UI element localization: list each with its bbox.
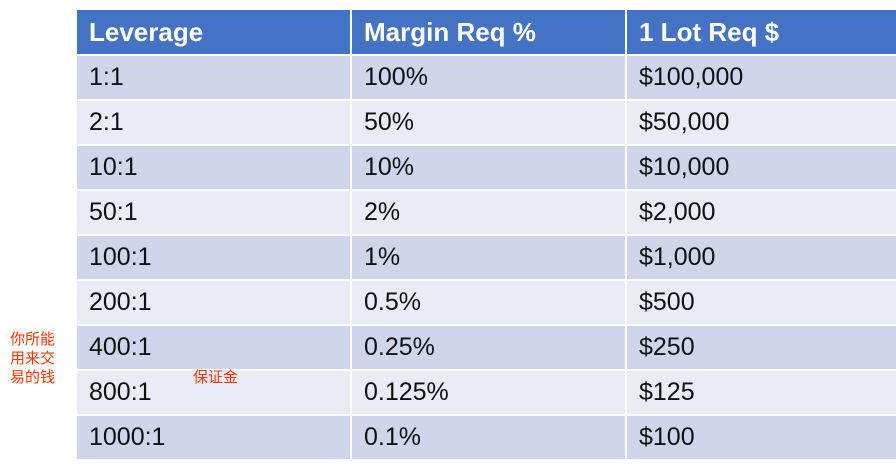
- table-row: 1:1 100% $100,000: [77, 56, 896, 99]
- cell-margin-req: 0.1%: [352, 416, 625, 459]
- table-row: 200:1 0.5% $500: [77, 281, 896, 324]
- cell-margin-req: 2%: [352, 191, 625, 234]
- cell-lot-req: $50,000: [627, 101, 896, 144]
- table-body: 1:1 100% $100,000 2:1 50% $50,000 10:1 10% $10,0…: [77, 56, 896, 459]
- cell-margin-req: 0.125%: [352, 371, 625, 414]
- annotation-line: 用来交: [10, 349, 56, 367]
- cell-lot-req: $500: [627, 281, 896, 324]
- cell-lot-req: $250: [627, 326, 896, 369]
- table-row: 800:1 0.125% $125: [77, 371, 896, 414]
- cell-margin-req: 10%: [352, 146, 625, 189]
- annotation-line: 你所能: [10, 330, 56, 348]
- table-row: 2:1 50% $50,000: [77, 101, 896, 144]
- cell-lot-req: $1,000: [627, 236, 896, 279]
- table-row: 400:1 0.25% $250: [77, 326, 896, 369]
- table-row: 1000:1 0.1% $100: [77, 416, 896, 459]
- cell-margin-req: 0.5%: [352, 281, 625, 324]
- cell-leverage: 1:1: [77, 56, 350, 99]
- leverage-margin-table: Leverage Margin Req % 1 Lot Req $ 1:1 100…: [75, 8, 896, 461]
- cell-leverage: 1000:1: [77, 416, 350, 459]
- cell-lot-req: $100,000: [627, 56, 896, 99]
- table-row: 100:1 1% $1,000: [77, 236, 896, 279]
- cell-margin-req: 1%: [352, 236, 625, 279]
- cell-leverage: 800:1: [77, 371, 350, 414]
- table-row: 10:1 10% $10,000: [77, 146, 896, 189]
- table-header-row: Leverage Margin Req % 1 Lot Req $: [77, 10, 896, 54]
- cell-lot-req: $125: [627, 371, 896, 414]
- cell-leverage: 10:1: [77, 146, 350, 189]
- annotation-margin: 保证金: [193, 368, 239, 386]
- annotation-line: 易的钱: [10, 368, 56, 386]
- cell-leverage: 100:1: [77, 236, 350, 279]
- annotation-money-to-trade: 你所能 用来交 易的钱: [10, 330, 70, 387]
- header-lot-req: 1 Lot Req $: [627, 10, 896, 54]
- cell-margin-req: 50%: [352, 101, 625, 144]
- cell-lot-req: $100: [627, 416, 896, 459]
- cell-leverage: 2:1: [77, 101, 350, 144]
- cell-margin-req: 100%: [352, 56, 625, 99]
- cell-margin-req: 0.25%: [352, 326, 625, 369]
- header-margin-req: Margin Req %: [352, 10, 625, 54]
- cell-lot-req: $2,000: [627, 191, 896, 234]
- cell-leverage: 400:1: [77, 326, 350, 369]
- cell-leverage: 200:1: [77, 281, 350, 324]
- header-leverage: Leverage: [77, 10, 350, 54]
- table-row: 50:1 2% $2,000: [77, 191, 896, 234]
- cell-lot-req: $10,000: [627, 146, 896, 189]
- cell-leverage: 50:1: [77, 191, 350, 234]
